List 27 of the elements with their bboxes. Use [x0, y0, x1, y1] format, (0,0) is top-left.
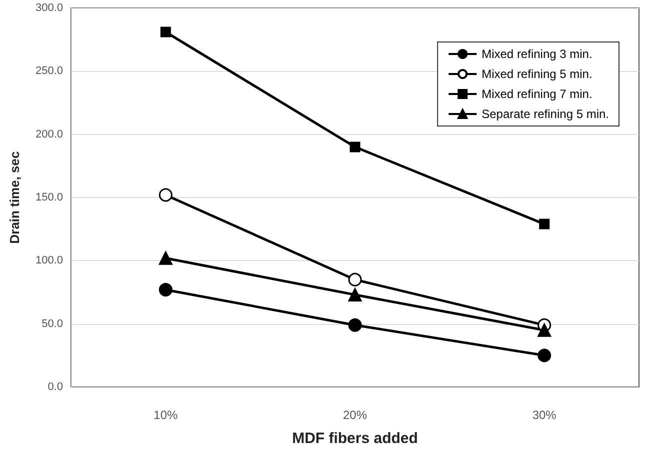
- legend-label: Separate refining 5 min.: [482, 107, 609, 121]
- x-axis-title: MDF fibers added: [292, 430, 418, 447]
- legend-label: Mixed refining 7 min.: [482, 87, 592, 101]
- y-tick-label: 200.0: [35, 128, 63, 140]
- point: [348, 288, 362, 302]
- legend-label: Mixed refining 3 min.: [482, 47, 592, 61]
- y-axis-title: Drain time, sec: [7, 151, 22, 244]
- x-tick-label: 10%: [154, 408, 178, 422]
- point: [158, 251, 172, 265]
- point: [538, 348, 552, 362]
- x-tick-label: 20%: [342, 408, 368, 422]
- y-tick-label: 50.0: [42, 318, 63, 330]
- point: [539, 218, 550, 230]
- legend-label: Mixed refining 5 min.: [482, 67, 592, 81]
- point: [158, 282, 172, 296]
- y-tick-label: 300.0: [35, 2, 63, 14]
- point: [348, 318, 362, 332]
- point: [538, 323, 552, 337]
- y-tick-label: 150.0: [35, 192, 63, 204]
- y-tick-label: 0.0: [48, 381, 63, 393]
- point: [348, 272, 362, 286]
- x-tick-label: 30%: [532, 408, 557, 422]
- point: [160, 26, 171, 38]
- y-tick-label: 250.0: [35, 65, 63, 78]
- point: [350, 142, 360, 152]
- y-tick-label: 100.0: [35, 254, 63, 267]
- point: [158, 188, 172, 202]
